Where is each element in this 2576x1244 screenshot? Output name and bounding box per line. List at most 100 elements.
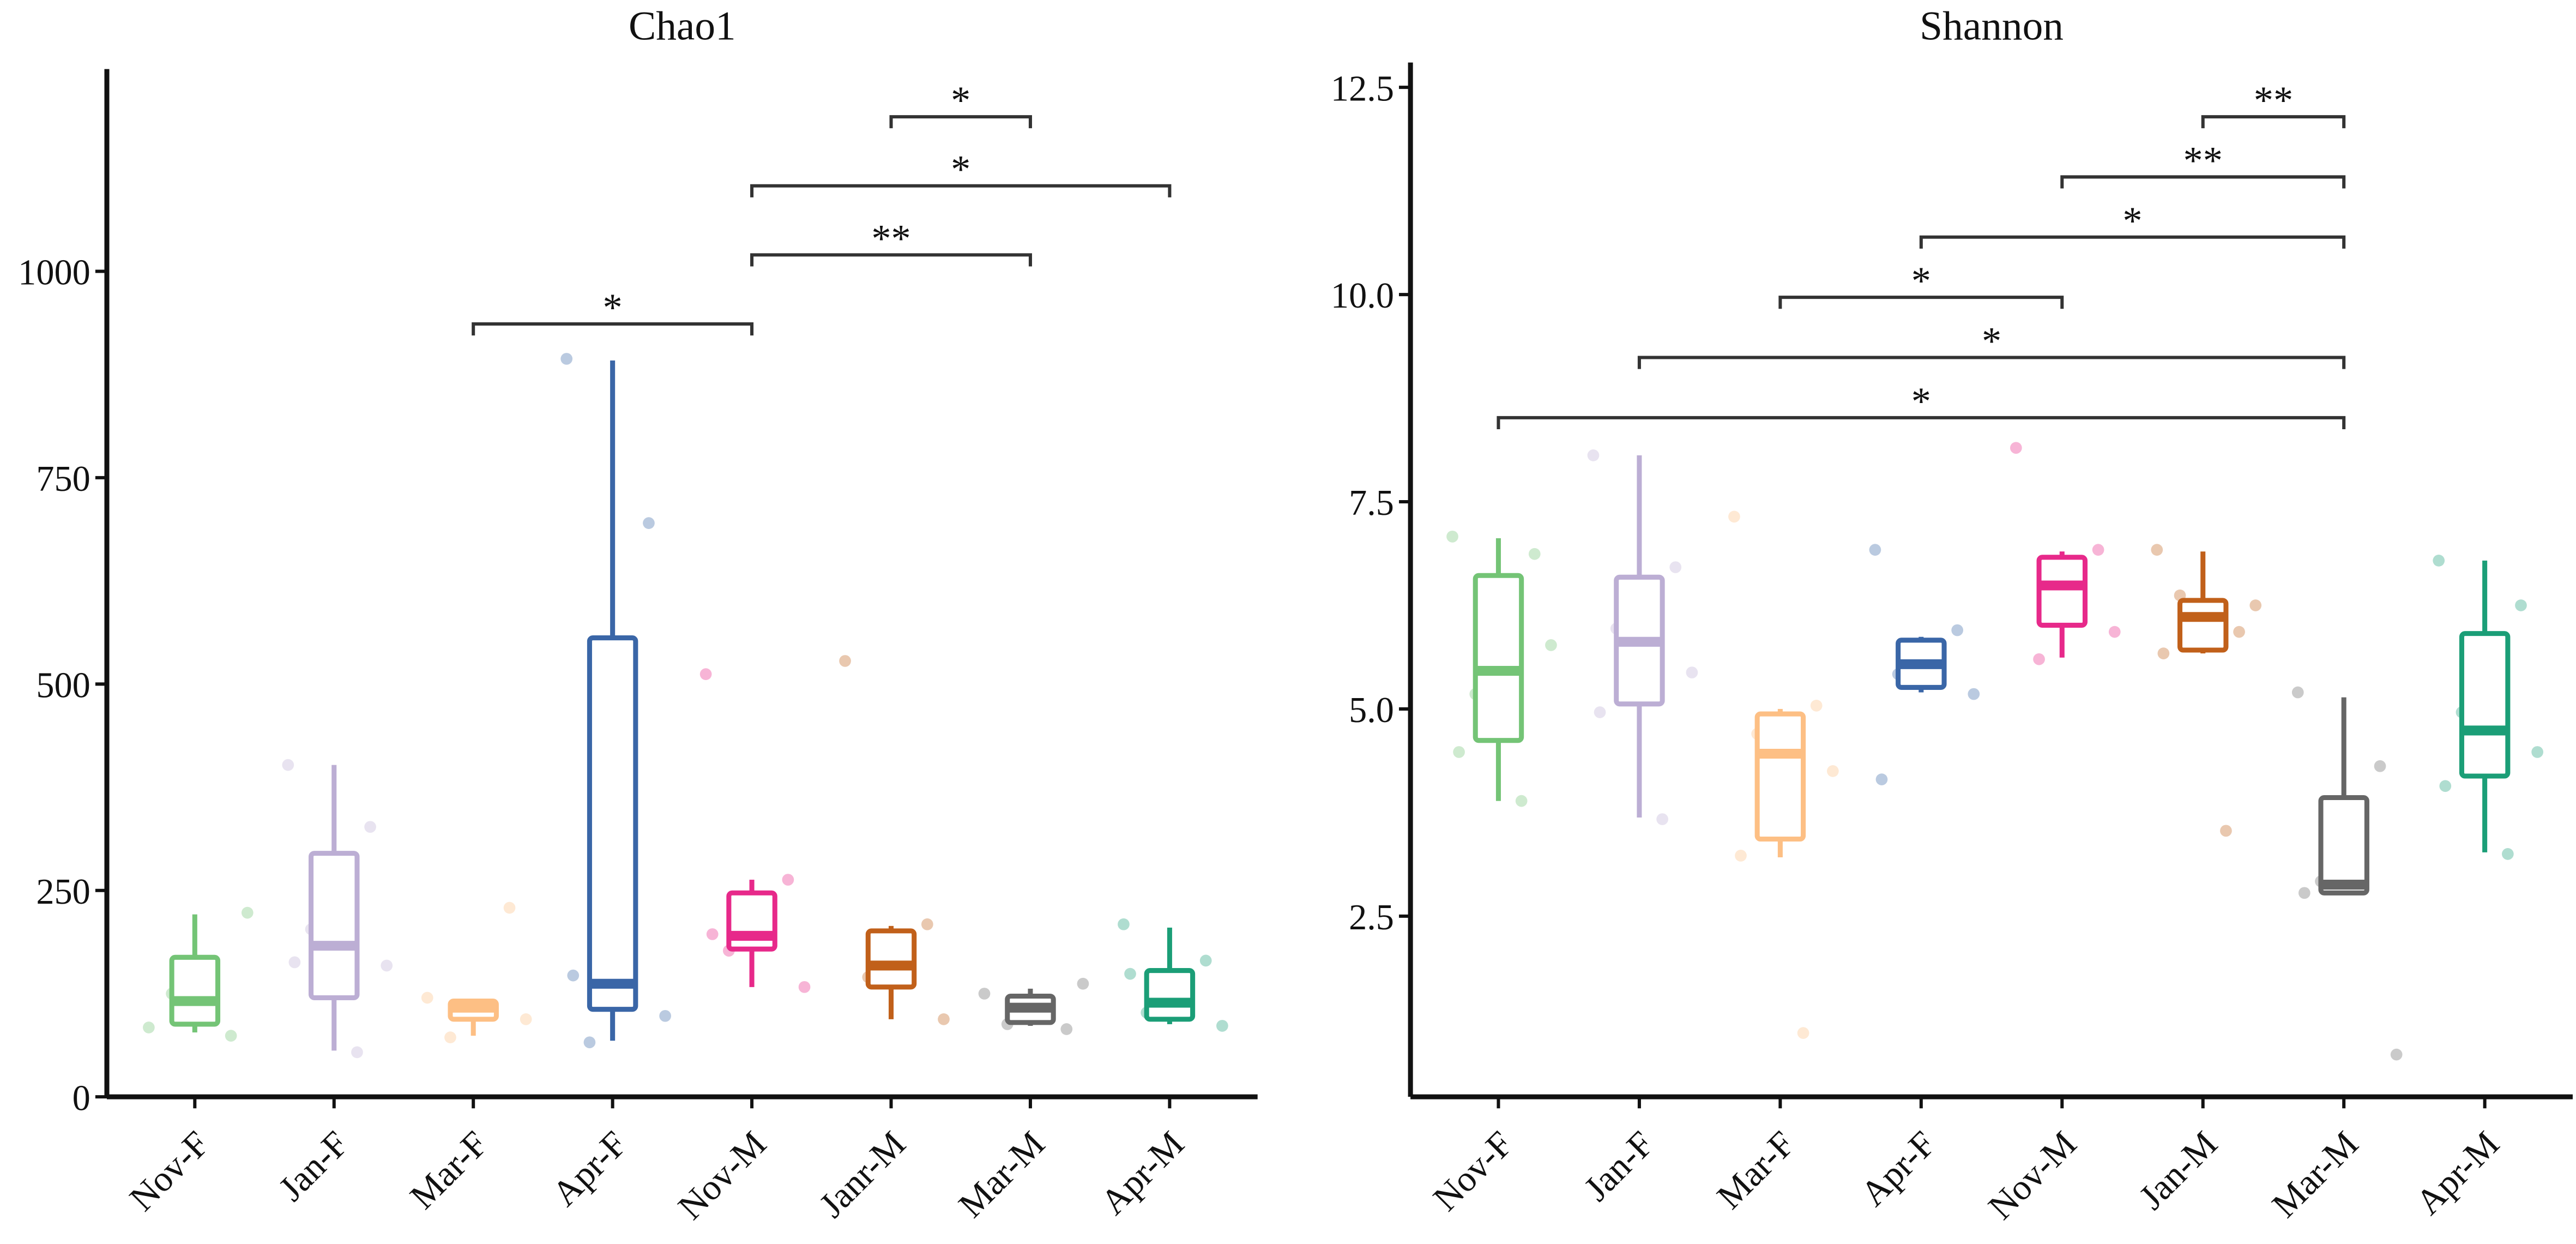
significance-bracket [1778,296,2064,309]
data-point [1199,954,1212,967]
x-tick-label: Nov-M [671,1124,774,1228]
significance-label: * [1911,380,1931,423]
data-point [2433,555,2445,567]
significance-label: * [2122,199,2142,243]
significance-bracket [2201,115,2346,129]
data-point [1545,639,1557,651]
data-point [520,1013,532,1025]
significance-bracket [2060,175,2346,189]
data-point [839,655,851,667]
data-point [364,821,376,833]
data-point [567,969,580,982]
significance-bracket [1919,235,2346,249]
significance-bracket [472,322,754,336]
data-point [1060,1023,1073,1035]
significance-bracket [1497,416,2346,429]
data-point [560,353,573,365]
data-point [2531,746,2543,758]
y-tick-label: 500 [36,665,91,705]
x-tick-label: Janr-M [812,1124,913,1225]
x-tick-label: Jan-F [272,1124,357,1209]
significance-bracket [750,184,1172,197]
data-point [2092,544,2104,556]
significance-label: ** [2183,139,2223,182]
data-point [1587,449,1600,461]
y-tick-label: 1000 [18,253,91,293]
data-point [1515,795,1528,807]
significance-label: ** [871,217,910,260]
significance-label: * [603,286,623,329]
data-point [2390,1048,2403,1061]
box [587,635,638,1012]
data-point [659,1009,671,1022]
data-point [699,668,712,681]
data-point [1124,967,1136,980]
box [2177,598,2229,653]
y-tick-label: 5.0 [1349,690,1394,730]
data-point [2233,626,2245,638]
data-point [282,759,294,771]
data-point [1656,813,1668,825]
data-point [583,1036,596,1049]
data-point [2033,653,2045,665]
data-point [2249,599,2262,611]
panel: Chao1 0 250 500 750 1000 Nov-F Jan-F Mar-F Apr-F N… [18,3,1258,1227]
y-tick-label: 0 [73,1078,91,1118]
x-tick-label: Apr-M [1093,1124,1192,1223]
data-point [1797,1027,1809,1039]
data-point [2298,887,2310,899]
x-tick-label: Nov-F [122,1124,217,1219]
data-point [1594,706,1606,718]
data-point [2010,442,2022,454]
significance-bracket [889,115,1032,129]
box [1144,968,1196,1022]
y-tick-label: 750 [36,459,91,499]
significance-label: * [1982,319,2001,363]
x-tick-label: Apr-M [2408,1124,2507,1223]
x-tick-label: Mar-F [402,1124,496,1217]
data-point [503,902,516,914]
x-tick-label: Apr-F [545,1124,635,1214]
box [1754,711,1806,842]
x-tick-label: Jan-F [1577,1124,1662,1209]
data-point [143,1021,155,1033]
data-point [1216,1020,1228,1032]
significance-bracket [1637,356,2346,369]
chart-title: Shannon [1920,3,2064,49]
data-point [978,988,991,1000]
significance-label: * [951,148,970,191]
data-point [2220,825,2232,837]
data-point [225,1030,237,1042]
data-point [782,874,794,886]
data-point [2439,780,2452,792]
data-point [938,1013,950,1025]
data-point [241,906,254,919]
y-tick-label: 10.0 [1331,276,1394,316]
x-tick-label: Nov-M [1981,1124,2084,1228]
data-point [1968,688,1980,700]
box [1473,573,1524,743]
data-point [1951,624,1964,636]
data-point [2502,848,2514,860]
data-point [921,918,933,930]
data-point [1446,530,1458,543]
data-point [1686,666,1698,678]
data-point [381,959,393,972]
x-tick-label: Apr-F [1853,1124,1943,1214]
y-tick-label: 12.5 [1331,69,1394,109]
x-tick-label: Mar-F [1710,1124,1803,1217]
data-point [444,1031,456,1044]
significance-label: ** [2254,79,2293,122]
box [2318,795,2369,896]
data-point [1728,510,1740,523]
data-point [1810,699,1823,712]
significance-label: * [1911,259,1931,303]
box [169,954,221,1027]
box [865,928,917,990]
box [2459,631,2511,779]
data-point [2157,647,2170,659]
data-point [421,991,433,1004]
data-point [2291,686,2304,699]
chart-title: Chao1 [629,3,736,49]
